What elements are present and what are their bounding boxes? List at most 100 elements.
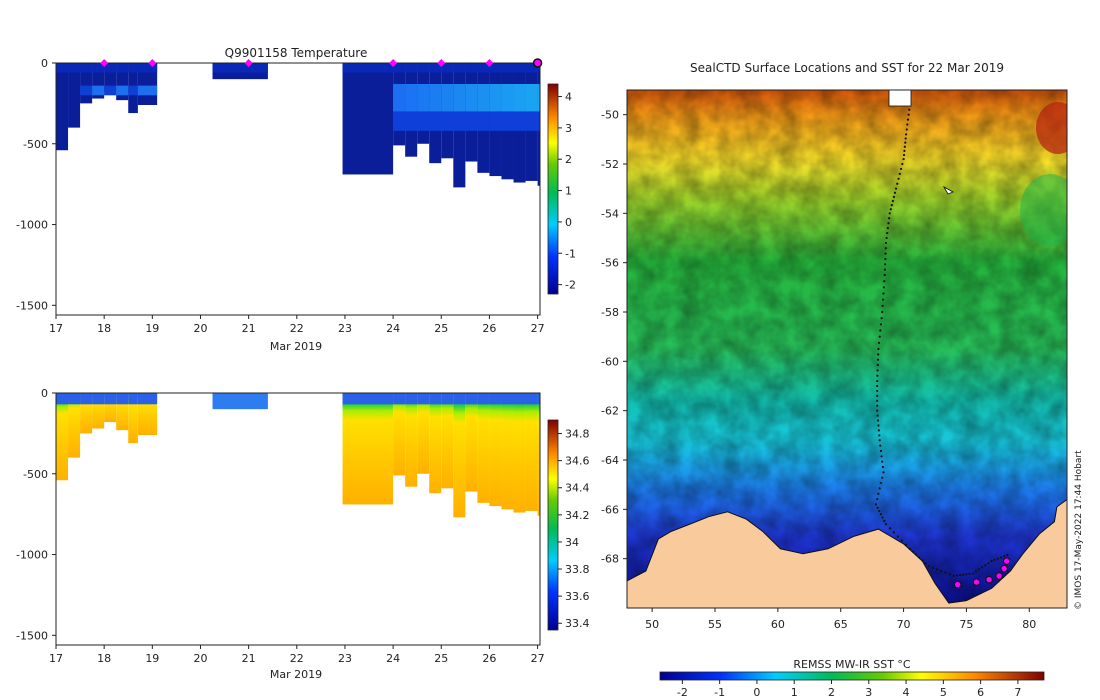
track-point: [881, 476, 884, 479]
temperature-x-label: Mar 2019: [270, 340, 322, 353]
temperature-warm-layer: [116, 85, 129, 96]
temperature-surface-layer: [56, 63, 69, 73]
track-point: [883, 273, 886, 277]
salinity-surface-layer: [137, 393, 158, 405]
salinity-profile-cell: [342, 393, 394, 505]
track-point: [878, 434, 881, 437]
lat-tick-label: -66: [601, 503, 619, 516]
track-point: [905, 128, 908, 131]
surface-location: [953, 580, 962, 589]
lon-tick-label: 70: [897, 618, 911, 631]
track-point: [962, 573, 965, 576]
track-point: [984, 564, 987, 567]
track-point: [876, 358, 880, 361]
colorbar-tick-label: 33.4: [565, 617, 590, 630]
track-point: [906, 118, 910, 121]
y-tick-label: 0: [41, 57, 48, 70]
track-point: [878, 439, 881, 442]
temperature-surface-layer: [92, 63, 105, 73]
x-tick-label: 25: [434, 322, 448, 335]
track-point: [1003, 555, 1006, 558]
surface-location: [1000, 564, 1008, 573]
x-tick-label: 23: [338, 322, 352, 335]
track-point: [877, 429, 880, 432]
salinity-surface-layer: [417, 393, 430, 405]
y-tick-label: -500: [23, 468, 48, 481]
track-point: [888, 212, 891, 215]
lat-tick-label: -52: [601, 158, 619, 171]
track-point: [883, 519, 886, 522]
lat-tick-label: -60: [601, 355, 619, 368]
current-profile-marker: [532, 58, 543, 68]
track-point: [948, 573, 951, 576]
track-point: [879, 449, 883, 453]
lat-tick-label: -58: [601, 306, 619, 319]
track-point: [901, 162, 904, 166]
track-point: [882, 292, 885, 295]
temperature-y-axis: 0 -500 -1000 -1500: [16, 57, 56, 312]
temperature-surface-layer: [453, 63, 466, 73]
y-tick-label: -1500: [16, 629, 48, 642]
x-tick-label: 26: [482, 322, 496, 335]
salinity-surface-layer: [465, 393, 478, 405]
colorbar-tick-label: 33.6: [565, 590, 590, 603]
y-tick-label: -1500: [16, 299, 48, 312]
colorbar-tick-label: 33.8: [565, 563, 590, 576]
temperature-profile-cell: [342, 63, 394, 175]
temperature-warm-layer: [128, 85, 138, 96]
lat-tick-label: -62: [601, 405, 619, 418]
track-point: [902, 153, 906, 157]
x-tick-label: 25: [434, 652, 448, 665]
salinity-profile-cell: [525, 393, 538, 511]
x-tick-label: 18: [97, 652, 111, 665]
salinity-profile-cell: [501, 393, 514, 510]
track-point: [987, 562, 990, 565]
track-point: [915, 553, 918, 556]
salinity-surface-layer: [429, 393, 442, 405]
track-point: [974, 570, 977, 573]
x-tick-label: 21: [242, 322, 256, 335]
track-point: [990, 560, 993, 563]
track-point: [887, 222, 890, 225]
track-point: [881, 460, 884, 463]
cold-tongue: [1020, 174, 1067, 246]
sst-map-lat-axis: -50 -52 -54 -56 -58 -60 -62 -64 -66 -68: [601, 109, 627, 566]
temperature-x-axis: 17 18 19 20 21 22 23 24 25 26 27: [49, 315, 545, 335]
lat-tick-label: -50: [601, 109, 619, 122]
temperature-warm-layer: [537, 84, 540, 112]
temperature-surface-layer: [465, 63, 478, 73]
salinity-surface-layer: [537, 393, 540, 405]
lon-tick-label: 60: [771, 618, 785, 631]
salinity-surface-layer: [453, 393, 466, 405]
track-point: [876, 409, 879, 412]
lat-tick-label: -64: [601, 454, 619, 467]
track-point: [884, 257, 887, 261]
track-point: [884, 247, 887, 250]
track-point: [878, 509, 881, 513]
temperature-warm-layer: [429, 84, 442, 112]
sst-colorbar-label: REMSS MW-IR SST °C: [793, 658, 911, 671]
salinity-profile-cell: [441, 393, 454, 489]
sst-map-frame: [626, 89, 1068, 609]
salinity-profile-cell: [453, 393, 466, 518]
x-tick-label: 22: [290, 652, 304, 665]
track-point: [879, 444, 882, 447]
salinity-plot-frame: [55, 392, 541, 646]
salinity-profile-cell: [56, 393, 69, 481]
track-point: [879, 481, 883, 485]
y-tick-label: 0: [41, 387, 48, 400]
imos-credit: © IMOS 17-May-2022 17:44 Hobart: [1074, 450, 1084, 610]
temperature-plot-frame: [55, 62, 541, 316]
track-point: [883, 280, 886, 283]
surface-location: [972, 578, 981, 586]
track-point: [935, 568, 939, 571]
temperature-transition-layer: [537, 111, 540, 131]
track-point: [886, 231, 889, 235]
sea-ice-patch: [888, 90, 912, 107]
lon-tick-label: 50: [645, 618, 659, 631]
track-point: [968, 572, 971, 575]
temperature-colorbar: [547, 83, 559, 295]
track-point: [877, 341, 881, 344]
surface-location: [995, 572, 1003, 580]
track-point: [931, 566, 935, 569]
